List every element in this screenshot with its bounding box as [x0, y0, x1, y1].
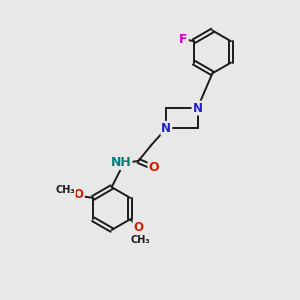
- Text: O: O: [148, 161, 159, 174]
- Text: NH: NH: [111, 156, 131, 169]
- Text: N: N: [161, 122, 171, 135]
- Text: O: O: [74, 188, 84, 201]
- Text: CH₃: CH₃: [131, 235, 150, 245]
- Text: CH₃: CH₃: [56, 185, 75, 195]
- Text: O: O: [134, 221, 143, 234]
- Text: N: N: [193, 102, 202, 115]
- Text: F: F: [179, 33, 188, 46]
